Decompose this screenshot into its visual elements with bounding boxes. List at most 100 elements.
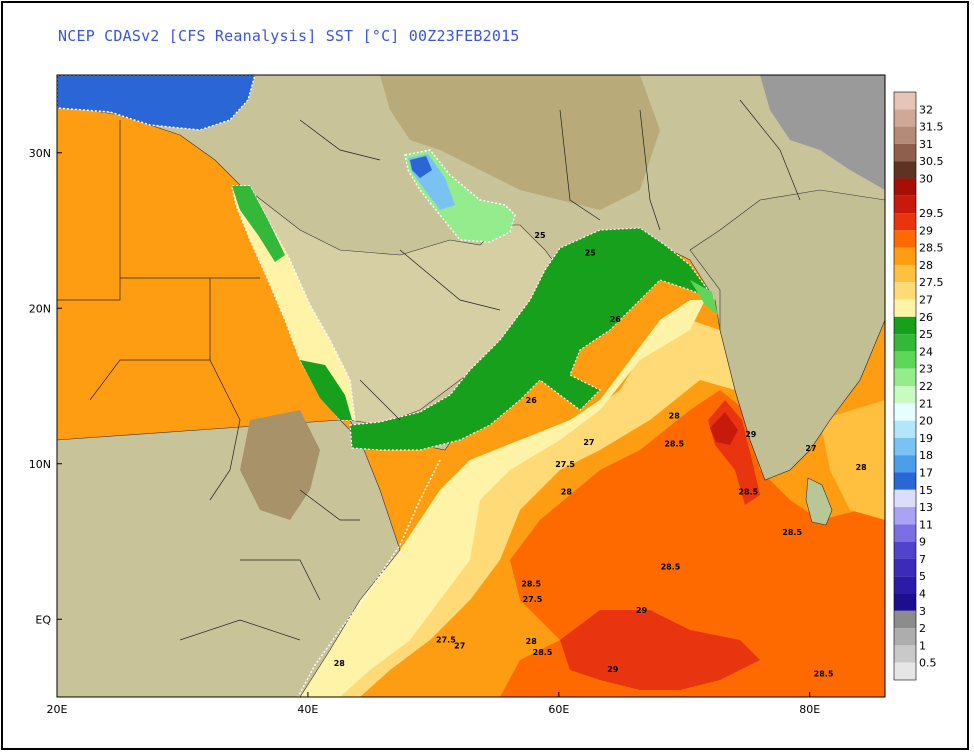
legend-label: 30 bbox=[919, 172, 933, 185]
legend-swatch bbox=[894, 316, 916, 335]
axis-ticks: 20E 40E 60E 80E 30N 20N 10N EQ bbox=[29, 147, 820, 716]
legend-swatch bbox=[894, 334, 916, 352]
country-borders bbox=[57, 99, 801, 641]
border-line bbox=[89, 278, 211, 401]
mediterranean-sea bbox=[57, 75, 256, 131]
lon-tick-label: 60E bbox=[548, 703, 569, 716]
legend-swatch bbox=[894, 489, 916, 508]
contour-label: 27.5 bbox=[436, 635, 456, 644]
border-line bbox=[399, 249, 501, 311]
legend-swatch bbox=[894, 92, 916, 110]
contour-label: 27.5 bbox=[523, 595, 543, 604]
legend-label: 20 bbox=[919, 415, 933, 428]
arabian-sea-bright bbox=[690, 280, 718, 315]
legend-swatch bbox=[894, 541, 916, 559]
indian-subcontinent bbox=[689, 189, 885, 481]
legend-label: 27.5 bbox=[919, 276, 944, 289]
contour-label: 29 bbox=[636, 606, 648, 615]
contour-label: 28.5 bbox=[661, 562, 681, 571]
legend-swatch bbox=[894, 230, 916, 248]
legend-label: 19 bbox=[919, 432, 933, 445]
contour-label: 27 bbox=[454, 642, 465, 651]
legend-swatch bbox=[894, 403, 916, 421]
contour-label: 29 bbox=[607, 665, 619, 674]
legend-label: 21 bbox=[919, 397, 933, 410]
legend-swatch bbox=[894, 213, 916, 231]
legend-swatch bbox=[894, 161, 916, 179]
contour-label: 27 bbox=[805, 444, 816, 453]
legend-border bbox=[893, 91, 917, 681]
map-area: 25 25 26 26 28 27 28.5 29 27 28 27.5 28 28.5 28.5 28.5… bbox=[57, 75, 885, 697]
legend-swatch bbox=[894, 351, 916, 369]
border-line bbox=[359, 379, 401, 421]
arabian-sea-cool-band bbox=[349, 227, 717, 451]
border-line bbox=[179, 619, 301, 641]
legend-label: 22 bbox=[919, 380, 933, 393]
legend-label: 32 bbox=[919, 103, 933, 116]
contour-label: 28 bbox=[526, 637, 538, 646]
legend-swatch bbox=[894, 420, 916, 438]
contour-label: 28 bbox=[856, 463, 868, 472]
contour-label: 27 bbox=[583, 438, 594, 447]
legend-label: 28 bbox=[919, 259, 933, 272]
lon-tick-label: 40E bbox=[297, 703, 318, 716]
legend-swatch bbox=[894, 143, 916, 162]
contour-label: 28.5 bbox=[521, 579, 541, 588]
lon-tick-label: 20E bbox=[47, 703, 68, 716]
sst-band-29-5 bbox=[710, 412, 738, 445]
legend-swatch bbox=[894, 247, 916, 265]
legend-label: 31.5 bbox=[919, 121, 944, 134]
contour-label: 26 bbox=[526, 396, 538, 405]
legend-swatch bbox=[894, 126, 916, 144]
lat-tick-label: EQ bbox=[35, 613, 51, 626]
legend-swatch bbox=[894, 558, 916, 577]
lat-tick-label: 20N bbox=[29, 302, 51, 315]
legend-label: 28.5 bbox=[919, 242, 944, 255]
border-line bbox=[559, 109, 601, 221]
legend-swatch bbox=[894, 109, 916, 127]
map-title: NCEP CDASv2 [CFS Reanalysis] SST [°C] 00… bbox=[58, 27, 520, 45]
legend-swatch bbox=[894, 455, 916, 473]
legend-label: 11 bbox=[919, 518, 933, 531]
legend-swatch bbox=[894, 472, 916, 490]
iran-plateau bbox=[380, 75, 660, 210]
legend-swatch bbox=[894, 282, 916, 300]
sst-band-27-bay bbox=[820, 400, 885, 520]
contour-label: 28 bbox=[334, 659, 346, 668]
lat-tick-label: 10N bbox=[29, 458, 51, 471]
border-line bbox=[299, 119, 381, 161]
legend-swatch bbox=[894, 593, 916, 611]
legend-label: 29 bbox=[919, 224, 933, 237]
legend-label: 31 bbox=[919, 138, 933, 151]
legend-swatch bbox=[894, 507, 916, 525]
contour-label: 29 bbox=[745, 430, 757, 439]
legend-label: 30.5 bbox=[919, 155, 944, 168]
contour-label: 28 bbox=[669, 412, 681, 421]
contour-label: 25 bbox=[585, 248, 597, 257]
contour-label: 28.5 bbox=[782, 528, 802, 537]
legend-label: 9 bbox=[919, 536, 926, 549]
red-sea-north bbox=[232, 186, 285, 262]
legend-label: 4 bbox=[919, 588, 926, 601]
legend-label: 0.5 bbox=[919, 657, 937, 670]
legend-swatch bbox=[894, 524, 916, 542]
persian-gulf-coldest bbox=[410, 156, 432, 178]
contour-label: 28 bbox=[561, 488, 573, 497]
legend-label: 25 bbox=[919, 328, 933, 341]
legend-label: 27 bbox=[919, 294, 933, 307]
legend-swatch bbox=[894, 610, 916, 629]
red-sea-south bbox=[300, 360, 352, 420]
contour-label: 28.5 bbox=[533, 648, 553, 657]
contour-label: 28.5 bbox=[664, 440, 684, 449]
legend-swatch bbox=[894, 437, 916, 456]
color-legend: 3231.53130.53029.52928.52827.52726252423… bbox=[893, 91, 944, 681]
legend-label: 15 bbox=[919, 484, 933, 497]
border-line bbox=[209, 359, 241, 501]
legend-label: 18 bbox=[919, 449, 933, 462]
legend-label: 29.5 bbox=[919, 207, 944, 220]
lat-tick-label: 30N bbox=[29, 147, 51, 160]
legend-label: 2 bbox=[919, 622, 926, 635]
sri-lanka bbox=[805, 477, 833, 526]
